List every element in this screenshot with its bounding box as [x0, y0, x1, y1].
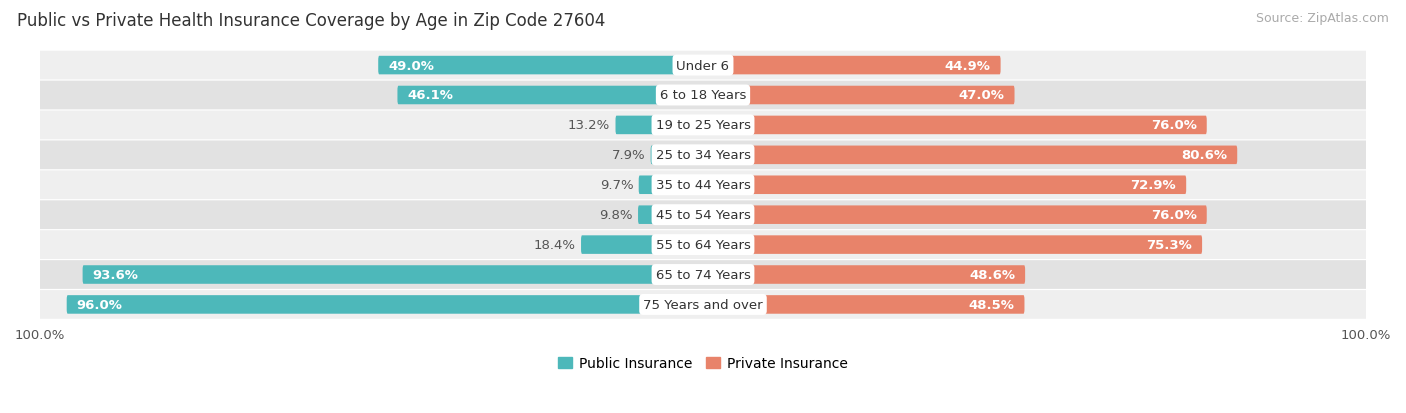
Text: 65 to 74 Years: 65 to 74 Years	[655, 268, 751, 281]
Text: 75 Years and over: 75 Years and over	[643, 298, 763, 311]
FancyBboxPatch shape	[34, 111, 1372, 140]
FancyBboxPatch shape	[703, 176, 1187, 195]
FancyBboxPatch shape	[34, 171, 1372, 199]
Text: 72.9%: 72.9%	[1130, 179, 1177, 192]
Text: 9.7%: 9.7%	[600, 179, 634, 192]
Text: 76.0%: 76.0%	[1152, 119, 1197, 132]
Text: 7.9%: 7.9%	[612, 149, 645, 162]
Text: Source: ZipAtlas.com: Source: ZipAtlas.com	[1256, 12, 1389, 25]
Text: 13.2%: 13.2%	[568, 119, 610, 132]
Text: 25 to 34 Years: 25 to 34 Years	[655, 149, 751, 162]
FancyBboxPatch shape	[703, 116, 1206, 135]
Text: 96.0%: 96.0%	[77, 298, 122, 311]
Text: 18.4%: 18.4%	[534, 239, 575, 252]
Text: 35 to 44 Years: 35 to 44 Years	[655, 179, 751, 192]
FancyBboxPatch shape	[651, 146, 703, 165]
Text: 9.8%: 9.8%	[599, 209, 633, 222]
FancyBboxPatch shape	[34, 231, 1372, 259]
Text: Public vs Private Health Insurance Coverage by Age in Zip Code 27604: Public vs Private Health Insurance Cover…	[17, 12, 605, 30]
FancyBboxPatch shape	[616, 116, 703, 135]
FancyBboxPatch shape	[703, 57, 1001, 75]
FancyBboxPatch shape	[703, 86, 1015, 105]
Text: 47.0%: 47.0%	[959, 89, 1004, 102]
FancyBboxPatch shape	[34, 141, 1372, 170]
Text: 46.1%: 46.1%	[408, 89, 453, 102]
Text: 48.5%: 48.5%	[969, 298, 1015, 311]
FancyBboxPatch shape	[34, 81, 1372, 110]
FancyBboxPatch shape	[638, 176, 703, 195]
Text: 75.3%: 75.3%	[1146, 239, 1192, 252]
FancyBboxPatch shape	[703, 266, 1025, 284]
FancyBboxPatch shape	[703, 295, 1025, 314]
FancyBboxPatch shape	[398, 86, 703, 105]
Text: 6 to 18 Years: 6 to 18 Years	[659, 89, 747, 102]
FancyBboxPatch shape	[34, 52, 1372, 80]
Text: 55 to 64 Years: 55 to 64 Years	[655, 239, 751, 252]
FancyBboxPatch shape	[703, 206, 1206, 224]
FancyBboxPatch shape	[66, 295, 703, 314]
FancyBboxPatch shape	[638, 206, 703, 224]
FancyBboxPatch shape	[581, 236, 703, 254]
FancyBboxPatch shape	[34, 290, 1372, 319]
FancyBboxPatch shape	[83, 266, 703, 284]
Text: 44.9%: 44.9%	[945, 59, 991, 72]
FancyBboxPatch shape	[703, 236, 1202, 254]
Legend: Public Insurance, Private Insurance: Public Insurance, Private Insurance	[553, 351, 853, 376]
Text: 45 to 54 Years: 45 to 54 Years	[655, 209, 751, 222]
FancyBboxPatch shape	[34, 201, 1372, 230]
Text: 93.6%: 93.6%	[93, 268, 138, 281]
FancyBboxPatch shape	[378, 57, 703, 75]
Text: Under 6: Under 6	[676, 59, 730, 72]
Text: 80.6%: 80.6%	[1181, 149, 1227, 162]
Text: 76.0%: 76.0%	[1152, 209, 1197, 222]
Text: 48.6%: 48.6%	[969, 268, 1015, 281]
FancyBboxPatch shape	[703, 146, 1237, 165]
Text: 19 to 25 Years: 19 to 25 Years	[655, 119, 751, 132]
Text: 49.0%: 49.0%	[388, 59, 434, 72]
FancyBboxPatch shape	[34, 261, 1372, 289]
